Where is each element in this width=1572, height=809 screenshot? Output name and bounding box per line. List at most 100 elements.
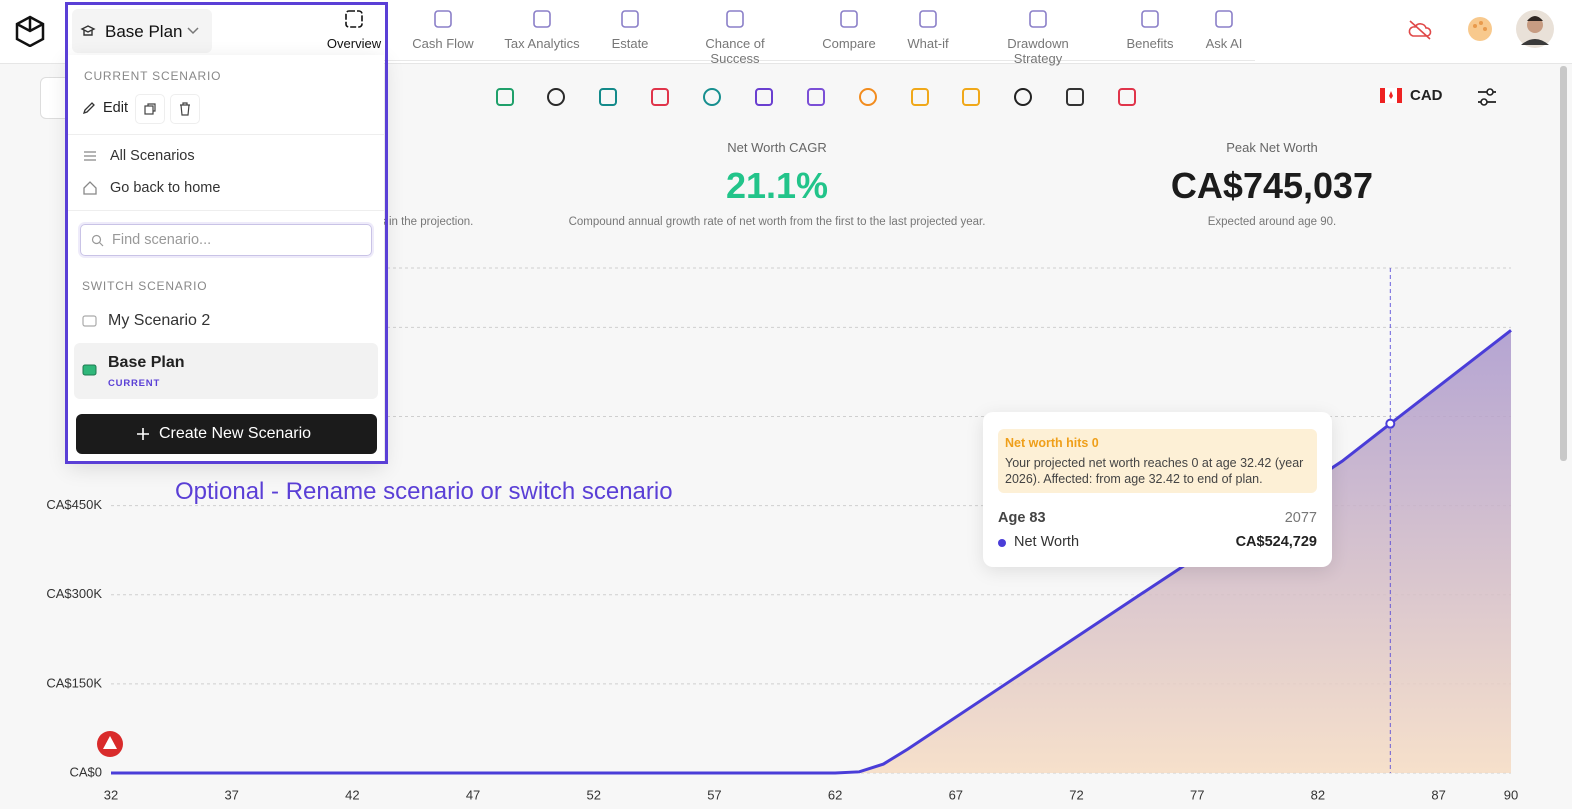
line bbox=[111, 329, 1512, 775]
tab-icon bbox=[621, 10, 639, 28]
duplicate-button[interactable] bbox=[135, 94, 165, 124]
list-icon bbox=[84, 151, 96, 161]
y-tick-label: CA$0 bbox=[69, 764, 102, 779]
tab-label: Tax Analytics bbox=[504, 36, 580, 51]
nav-tab[interactable]: Cash Flow bbox=[388, 8, 498, 51]
stat-label: Peak Net Worth bbox=[1226, 140, 1318, 155]
divider bbox=[68, 210, 384, 211]
category-icon[interactable] bbox=[807, 88, 825, 106]
scenario-dropdown: CURRENT SCENARIO Edit All Scenarios Go b… bbox=[68, 55, 384, 462]
icon-shape bbox=[840, 10, 858, 28]
category-icon[interactable] bbox=[496, 88, 514, 106]
icon-shape bbox=[533, 10, 551, 28]
scenario-name: Base Plan bbox=[105, 22, 183, 41]
menu-link[interactable]: Go back to home bbox=[110, 180, 221, 196]
tab-icon bbox=[1215, 10, 1233, 28]
delete-icon bbox=[180, 102, 190, 116]
scrollbar[interactable] bbox=[1560, 66, 1567, 461]
category-icon[interactable] bbox=[1014, 88, 1032, 106]
category-icon[interactable] bbox=[703, 88, 721, 106]
nav-tab[interactable]: Benefits bbox=[1095, 8, 1205, 51]
scenario-option[interactable]: My Scenario 2 bbox=[108, 312, 211, 329]
flag-icon bbox=[1380, 88, 1402, 103]
scenario-button[interactable]: Base Plan bbox=[72, 9, 212, 53]
category-icon[interactable] bbox=[911, 88, 929, 106]
search-input[interactable]: Find scenario... bbox=[80, 224, 372, 256]
nav-tab[interactable]: Drawdown Strategy bbox=[983, 8, 1093, 66]
tab-divider bbox=[315, 60, 1255, 61]
category-icon[interactable] bbox=[651, 88, 669, 106]
category-icon[interactable] bbox=[859, 88, 877, 106]
logo[interactable] bbox=[15, 15, 45, 47]
category-icon[interactable] bbox=[962, 88, 980, 106]
scenario-icon bbox=[80, 25, 96, 36]
nav-tab[interactable]: Chance of Success bbox=[680, 8, 790, 66]
nav-tab[interactable]: Ask AI bbox=[1169, 8, 1279, 51]
icon-shape bbox=[621, 10, 639, 28]
tab-icon bbox=[919, 10, 937, 28]
avatar[interactable] bbox=[1515, 9, 1555, 49]
icon-shape bbox=[919, 10, 937, 28]
tab-icon bbox=[840, 10, 858, 28]
theme-icon[interactable] bbox=[1466, 15, 1494, 43]
area bbox=[111, 330, 1511, 773]
tab-label: Compare bbox=[822, 36, 876, 51]
create-button[interactable]: Create New Scenario bbox=[76, 414, 377, 454]
current-scenario-row[interactable]: Base Plan CURRENT bbox=[74, 343, 378, 399]
icon-shape bbox=[1141, 10, 1159, 28]
x-tick-label: 72 bbox=[1069, 787, 1083, 802]
nav-tab[interactable]: What-if bbox=[873, 8, 983, 51]
tab-label: Drawdown Strategy bbox=[1007, 36, 1069, 66]
warning-icon bbox=[103, 736, 117, 749]
category-icon[interactable] bbox=[547, 88, 565, 106]
edit-button[interactable]: Edit bbox=[74, 93, 128, 123]
settings-icon[interactable] bbox=[1476, 87, 1498, 107]
top-bar: Base Plan Overview Cash Flow Tax Analytics… bbox=[0, 0, 1572, 66]
category-icon[interactable] bbox=[1118, 88, 1136, 106]
tab-icon bbox=[434, 10, 452, 28]
scenario-icon bbox=[82, 364, 97, 376]
stat-description: s in the projection. bbox=[380, 216, 474, 228]
x-tick-label: 37 bbox=[224, 787, 238, 802]
sync-off-icon[interactable] bbox=[1407, 18, 1433, 40]
alert-title: Net worth hits 0 bbox=[1005, 436, 1099, 450]
hover-point bbox=[1385, 418, 1396, 429]
annotation: Optional - Rename scenario or switch sce… bbox=[175, 478, 673, 505]
category-icon[interactable] bbox=[1066, 88, 1084, 106]
x-tick-label: 82 bbox=[1311, 787, 1325, 802]
edit-label: Edit bbox=[103, 100, 128, 116]
category-icons bbox=[496, 88, 1136, 106]
nav-tab[interactable]: Compare bbox=[794, 8, 904, 51]
x-tick-label: 57 bbox=[707, 787, 721, 802]
section-heading: CURRENT SCENARIO bbox=[84, 69, 222, 83]
home-icon bbox=[83, 181, 97, 195]
category-icon[interactable] bbox=[599, 88, 617, 106]
nav-tab[interactable]: Estate bbox=[575, 8, 685, 51]
tab-label: Overview bbox=[326, 36, 382, 51]
x-tick-label: 90 bbox=[1504, 787, 1518, 802]
x-tick-label: 32 bbox=[104, 787, 118, 802]
tab-icon bbox=[345, 10, 363, 28]
menu-link[interactable]: All Scenarios bbox=[110, 148, 195, 164]
alert-text: Your projected net worth reaches 0 at ag… bbox=[1005, 456, 1304, 486]
tooltip-age: Age 83 bbox=[998, 510, 1046, 526]
nav-tab[interactable]: Tax Analytics bbox=[487, 8, 597, 51]
nav-tab[interactable]: Overview bbox=[299, 8, 409, 51]
highlight-frame bbox=[65, 2, 388, 464]
delete-button[interactable] bbox=[170, 94, 200, 124]
icon-shape bbox=[726, 10, 744, 28]
duplicate-icon bbox=[144, 103, 156, 115]
series-dot bbox=[998, 539, 1006, 547]
tooltip-series: Net Worth bbox=[1014, 534, 1080, 550]
scenario-icon bbox=[82, 315, 97, 327]
tab-icon bbox=[1141, 10, 1159, 28]
section-heading: SWITCH SCENARIO bbox=[82, 279, 208, 293]
tooltip: Net worth hits 0 Your projected net wort… bbox=[983, 412, 1332, 567]
y-tick-label: CA$300K bbox=[46, 586, 102, 601]
category-icon[interactable] bbox=[755, 88, 773, 106]
current-badge: CURRENT bbox=[108, 378, 161, 389]
tab-label: Chance of Success bbox=[705, 36, 765, 66]
stat-value: CA$745,037 bbox=[1170, 165, 1374, 206]
currency[interactable]: CAD bbox=[1410, 87, 1443, 104]
